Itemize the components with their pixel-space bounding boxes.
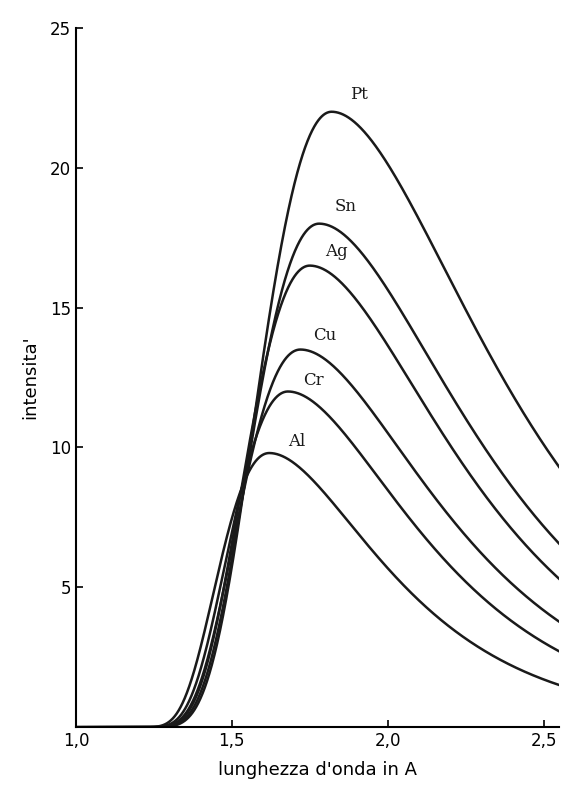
Text: Pt: Pt xyxy=(350,86,368,103)
Text: Cr: Cr xyxy=(303,372,324,389)
Text: Ag: Ag xyxy=(325,243,348,260)
Text: Al: Al xyxy=(288,434,305,450)
Text: Cu: Cu xyxy=(313,327,336,344)
X-axis label: lunghezza d'onda in A: lunghezza d'onda in A xyxy=(218,761,417,779)
Text: Sn: Sn xyxy=(335,198,357,215)
Y-axis label: intensita': intensita' xyxy=(21,336,39,419)
